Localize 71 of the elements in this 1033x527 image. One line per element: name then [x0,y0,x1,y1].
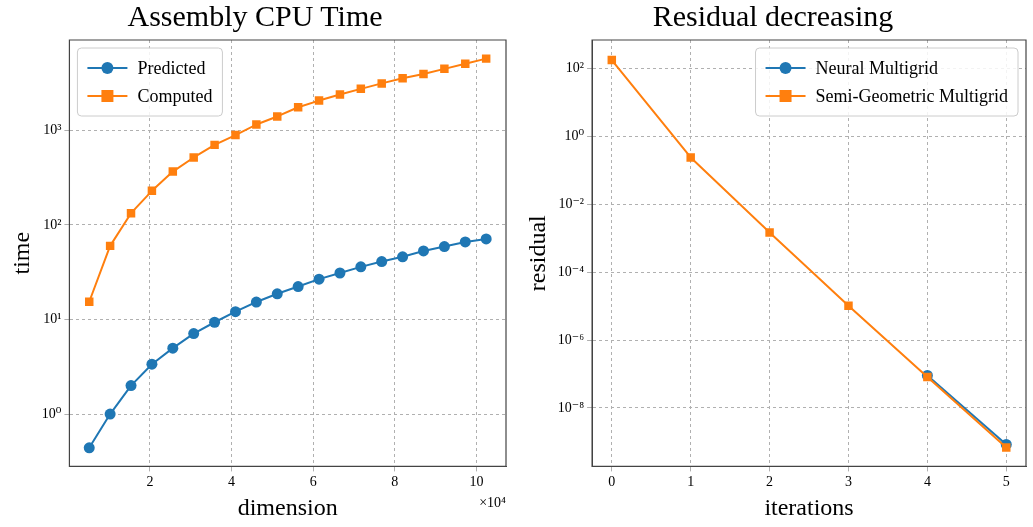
x-tick-label: 10 [469,474,484,490]
chart-title: Assembly CPU Time [127,0,383,32]
x-tick-label: 2 [146,474,154,490]
point [480,233,492,245]
legend-label: Semi-Geometric Multigrid [815,85,1009,106]
point [210,140,219,150]
point [231,130,240,140]
y-tick-label: 10⁰ [564,128,585,144]
y-tick-label: 10⁰ [41,405,62,421]
y-tick-label: 10⁻⁴ [557,263,585,279]
x-tick-label: 4 [228,474,236,490]
point [398,73,407,83]
point [293,103,303,112]
y-axis-title: time [7,231,34,275]
point [250,296,262,308]
y-tick-label: 10² [43,216,62,232]
point [686,153,695,162]
point [273,112,282,121]
point [252,120,261,129]
point [481,54,491,63]
point [209,316,221,328]
y-tick-label: 10³ [43,121,62,137]
point [314,96,324,105]
point [397,251,409,263]
legend-label: Computed [137,85,213,106]
y-tick-label: 10² [565,60,585,76]
x-tick-label: 0 [608,474,616,490]
x-tick-label: 3 [844,474,852,490]
legend-label: Predicted [137,57,206,78]
point [229,306,241,318]
point [125,380,137,392]
point [844,301,853,311]
x-tick-label: 2 [766,474,774,490]
point [188,328,200,340]
y-tick-label: 10⁻⁸ [557,399,585,415]
x-tick-label: 5 [1002,474,1010,490]
chart-title: Residual decreasing [652,0,894,32]
point [419,69,428,79]
point [438,241,450,253]
point [146,358,158,370]
point [189,153,198,162]
point [461,59,470,68]
point [104,408,116,420]
point [355,261,367,273]
point [292,281,304,293]
text: ×10⁴ [479,495,507,511]
point [459,236,471,248]
point [765,228,774,237]
point [440,64,449,74]
point [377,79,386,88]
y-tick-label: 10⁻² [558,195,585,211]
x-tick-label: 8 [391,474,399,490]
point [418,245,429,257]
x-tick-label: 6 [309,474,317,490]
legend-label: Neural Multigrid [815,57,939,78]
point [334,267,346,279]
point [83,442,95,454]
x-axis-title: iterations [764,493,854,520]
point [168,167,178,176]
x-tick-label: 1 [687,474,695,490]
point [167,342,179,354]
point [376,256,388,268]
point [335,90,345,99]
point [313,273,325,285]
x-tick-label: 4 [923,474,931,490]
y-tick-label: 10⁻⁶ [557,331,585,347]
point [271,288,283,300]
y-axis-title: residual [523,214,550,292]
x-axis-title: dimension [237,493,338,520]
point [1002,443,1011,452]
y-tick-label: 10¹ [43,311,62,327]
